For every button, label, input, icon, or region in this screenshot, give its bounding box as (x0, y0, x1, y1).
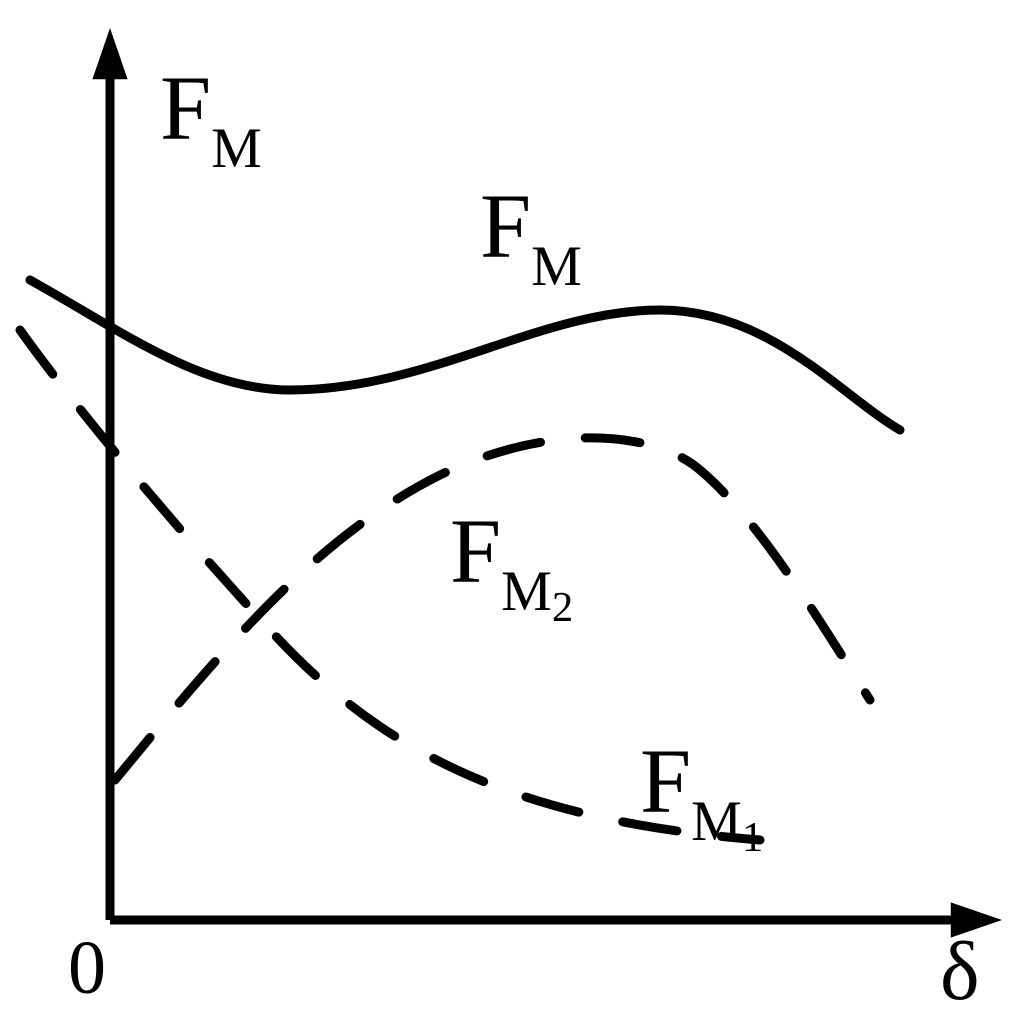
y-axis-label: FM (160, 62, 262, 168)
x-axis-label: δ (940, 930, 980, 1014)
y-axis-arrow (92, 28, 127, 79)
label-fm2: FM2 (450, 505, 573, 611)
curve-fm_sum (30, 280, 900, 430)
chart-container: FM δ 0 FM FM2 FM1 (0, 0, 1026, 1036)
label-fm1: FM1 (640, 735, 763, 841)
label-fm_sum: FM (480, 180, 582, 286)
origin-label: 0 (68, 930, 106, 1006)
